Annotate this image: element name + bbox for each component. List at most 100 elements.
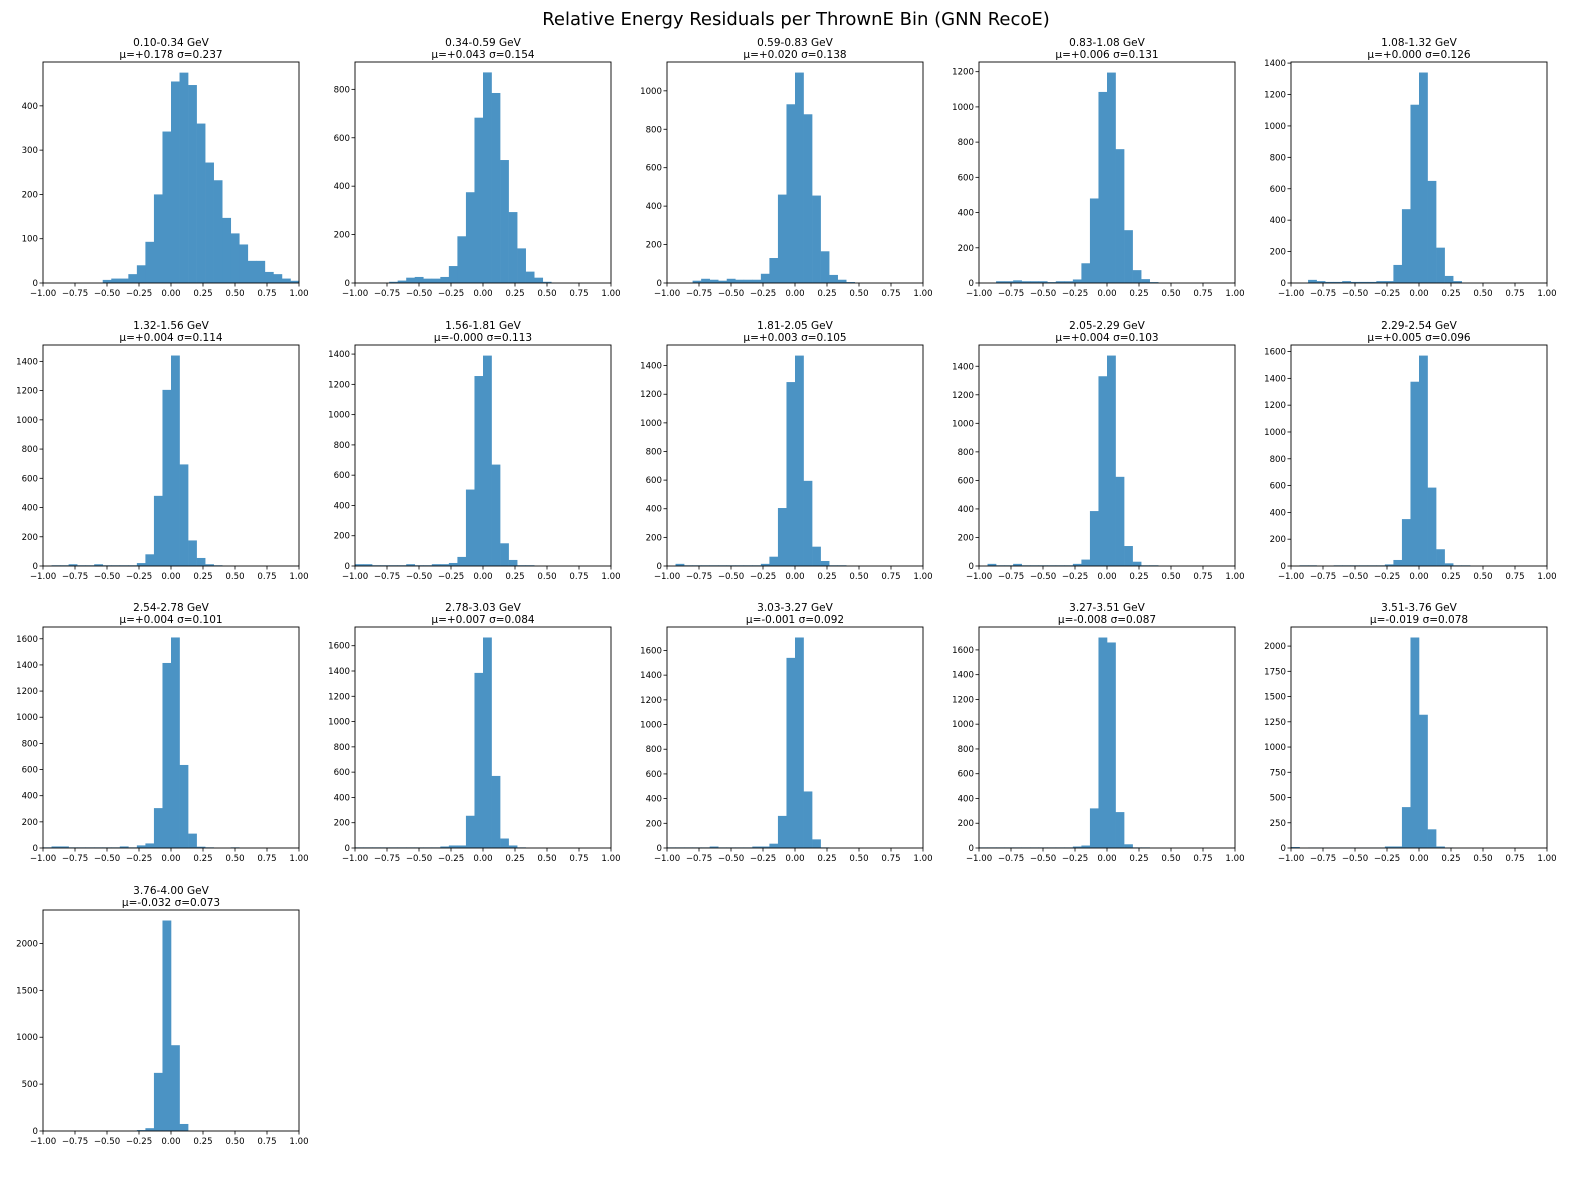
histogram-bar [534, 277, 544, 283]
histogram-bar [1453, 281, 1462, 283]
histogram-bar [264, 271, 274, 283]
histogram-bar [448, 845, 458, 848]
histogram-bar [1072, 563, 1082, 566]
x-tick-label: −0.25 [438, 289, 464, 299]
x-tick-label: 0.00 [785, 572, 804, 582]
histogram-bar [281, 278, 291, 283]
histogram-bar [474, 672, 484, 848]
y-tick-label: 1200 [640, 696, 662, 706]
histogram-bar [1367, 281, 1377, 283]
histogram-bar [1436, 549, 1445, 566]
histogram-bar [525, 271, 535, 283]
panel-title: 1.81-2.05 GeV [757, 320, 833, 332]
x-tick-label: 0.50 [537, 572, 556, 582]
histogram-bar [1436, 846, 1445, 848]
histogram-bar [230, 233, 240, 283]
x-tick-label: 0.75 [569, 572, 588, 582]
x-tick-label: −0.25 [750, 572, 776, 582]
panel-title: 2.78-3.03 GeV [445, 602, 521, 614]
histogram-bar [1013, 280, 1022, 283]
x-tick-label: 1.00 [913, 854, 932, 864]
histogram-bar [508, 212, 518, 283]
histogram-bar [136, 1130, 146, 1131]
x-tick-label: −0.75 [374, 572, 400, 582]
histogram-bar [162, 131, 172, 283]
histogram-bar [718, 280, 728, 283]
histogram-bar [51, 846, 61, 848]
y-tick-label: 200 [334, 819, 350, 829]
x-tick-label: 0.25 [505, 289, 524, 299]
x-tick-label: −0.50 [406, 289, 432, 299]
y-tick-label: 1000 [640, 87, 662, 97]
histogram-bar [1115, 812, 1125, 848]
x-tick-label: 0.25 [193, 289, 212, 299]
panel-stats: μ=-0.001 σ=0.092 [746, 614, 844, 626]
histogram-bar [743, 279, 753, 283]
y-tick-label: 500 [1270, 794, 1286, 804]
x-tick-label: −0.25 [1062, 572, 1088, 582]
y-tick-label: 1400 [328, 350, 350, 360]
histogram-bar [1401, 807, 1411, 848]
y-tick-label: 0 [1281, 844, 1286, 854]
panel-stats: μ=+0.043 σ=0.154 [431, 49, 535, 61]
histogram-bar [1419, 72, 1428, 284]
histogram-bar [171, 81, 180, 284]
panel-stats: μ=+0.178 σ=0.237 [119, 49, 222, 61]
x-tick-label: 0.25 [1441, 289, 1460, 299]
x-tick-label: −1.00 [1278, 854, 1304, 864]
y-tick-label: 400 [1270, 216, 1286, 226]
histogram-bar [1107, 355, 1116, 566]
x-tick-label: −0.75 [62, 1137, 88, 1147]
x-tick-label: −0.75 [998, 289, 1024, 299]
y-tick-label: 1400 [16, 357, 38, 367]
x-tick-label: 1.00 [913, 572, 932, 582]
x-tick-label: −0.25 [438, 854, 464, 864]
x-tick-label: −0.50 [1030, 854, 1056, 864]
histogram-bar [162, 920, 172, 1131]
panel-title: 1.08-1.32 GeV [1381, 37, 1457, 49]
histogram-bar [119, 846, 129, 848]
x-tick-label: 0.00 [161, 289, 180, 299]
y-tick-label: 1200 [328, 692, 350, 702]
x-tick-label: 0.25 [1441, 854, 1460, 864]
y-tick-label: 800 [646, 745, 662, 755]
histogram-bar [171, 1045, 180, 1131]
y-tick-label: 750 [1270, 768, 1286, 778]
x-tick-label: 0.00 [785, 289, 804, 299]
y-tick-label: 800 [958, 448, 974, 458]
histogram-bar [1021, 281, 1031, 283]
histogram-bar [171, 355, 180, 566]
panel-stats: μ=+0.000 σ=0.126 [1367, 49, 1471, 61]
x-tick-label: −0.25 [438, 572, 464, 582]
x-tick-label: 0.50 [1161, 572, 1180, 582]
histogram-bar [119, 278, 129, 283]
x-tick-label: 1.00 [1225, 854, 1244, 864]
panel-title: 2.05-2.29 GeV [1069, 320, 1145, 332]
y-tick-label: 400 [646, 202, 662, 212]
x-tick-label: 0.50 [1473, 854, 1492, 864]
histogram-bar [795, 72, 804, 283]
panel-title: 2.29-2.54 GeV [1381, 320, 1457, 332]
x-tick-label: 0.75 [257, 1137, 276, 1147]
y-tick-label: 250 [1270, 819, 1286, 829]
x-tick-label: 1.00 [289, 1137, 308, 1147]
y-tick-label: 1000 [640, 419, 662, 429]
x-tick-label: −0.25 [1062, 289, 1088, 299]
histogram-bar [145, 843, 155, 848]
histogram-bar [735, 279, 745, 283]
x-tick-label: −1.00 [966, 572, 992, 582]
histogram-bar [1089, 198, 1099, 283]
panel-title: 2.54-2.78 GeV [133, 602, 209, 614]
x-tick-label: −0.75 [1310, 572, 1336, 582]
x-tick-label: −0.25 [126, 289, 152, 299]
histogram-bar [701, 278, 710, 283]
histogram-bar [1325, 281, 1334, 283]
x-tick-label: −0.75 [374, 289, 400, 299]
x-tick-label: 0.50 [1161, 854, 1180, 864]
x-tick-label: −0.50 [1030, 572, 1056, 582]
x-tick-label: 1.00 [601, 289, 620, 299]
x-tick-label: −0.75 [686, 289, 712, 299]
x-tick-label: −1.00 [966, 289, 992, 299]
